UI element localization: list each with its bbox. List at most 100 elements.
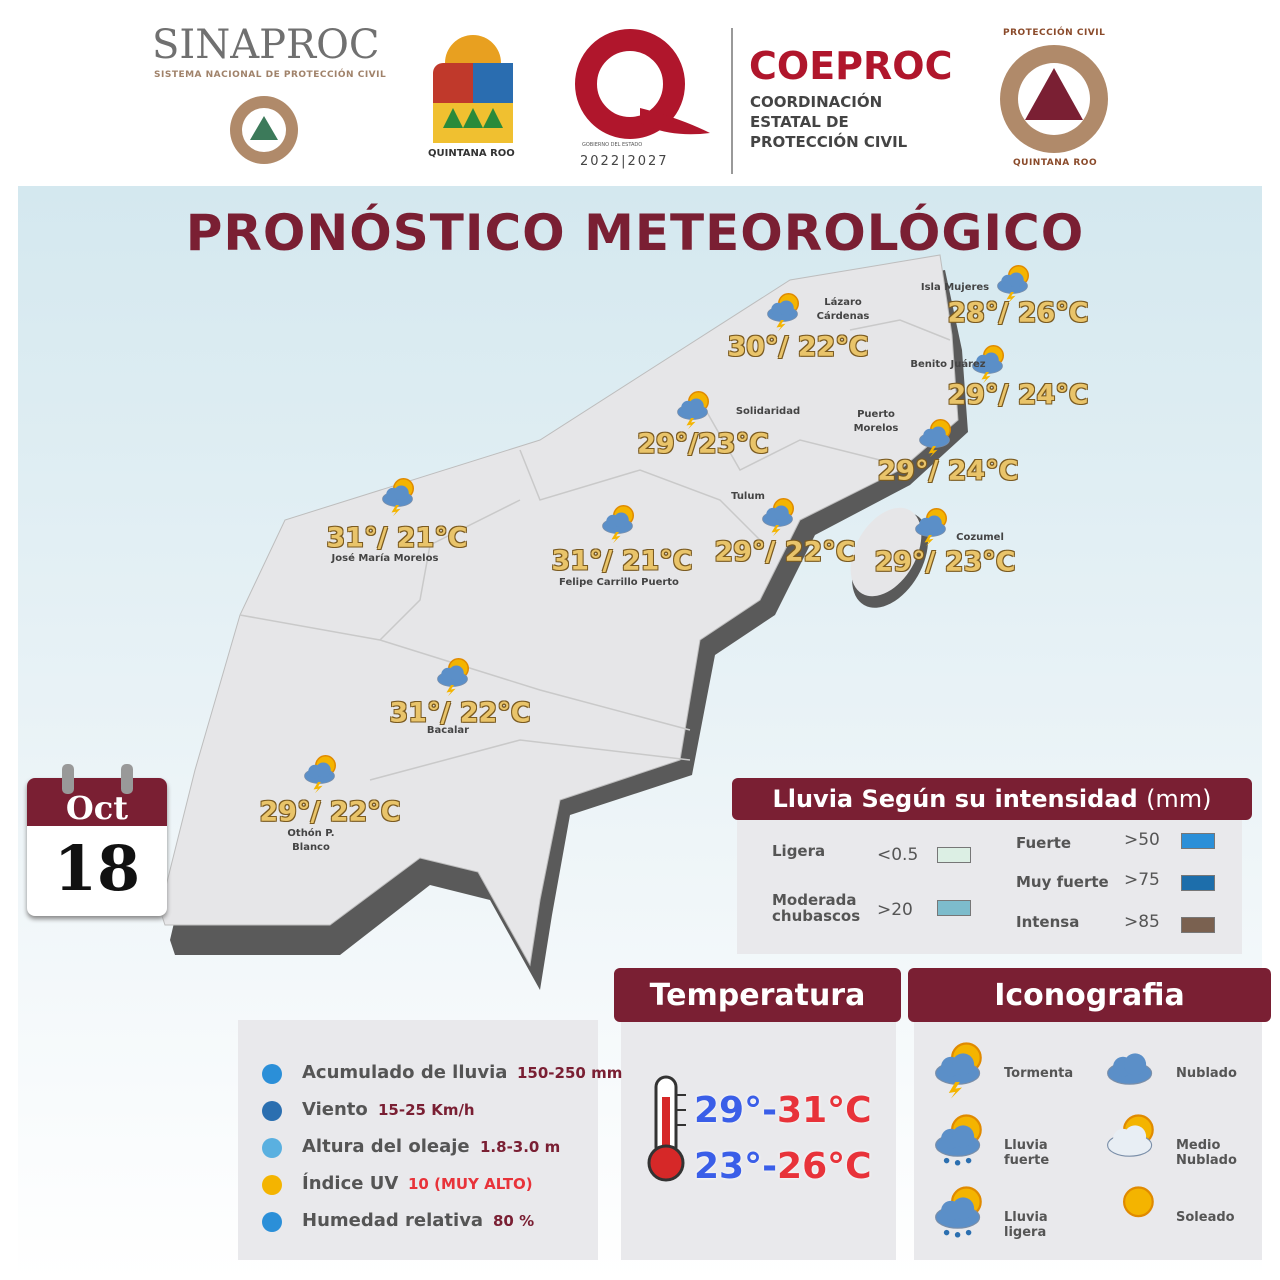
municipality-name: Felipe Carrillo Puerto: [559, 577, 679, 588]
condition-label: Viento: [302, 1099, 368, 1120]
state-shield: [433, 35, 513, 143]
temperature-high: 31°C: [777, 1090, 872, 1131]
rain-legend-header: Lluvia Según su intensidad (mm): [732, 778, 1252, 820]
iconography-label: Nublado: [1176, 1066, 1237, 1081]
municipality-name: Cozumel: [956, 532, 1004, 543]
rain-intensity-swatch: [1181, 833, 1215, 849]
condition-value: 150-250 mm: [517, 1064, 623, 1082]
weather-icon: [1107, 1053, 1153, 1086]
rain-intensity-swatch: [1181, 917, 1215, 933]
rain-intensity-swatch: [937, 847, 971, 863]
condition-value: 1.8-3.0 m: [480, 1138, 561, 1156]
condition-value: 10 (MUY ALTO): [408, 1175, 533, 1193]
municipality-temperature: 29°/ 22°C: [714, 536, 856, 568]
coeproc-line: COORDINACIÓN: [750, 93, 883, 111]
rain-intensity-label: Muy fuerte: [1016, 873, 1109, 891]
rain-intensity-value: >20: [877, 900, 913, 920]
condition-icon: [262, 1175, 282, 1195]
rain-intensity-value: <0.5: [877, 845, 919, 865]
municipality-temperature: 29°/ 24°C: [877, 455, 1019, 487]
rain-intensity-value: >75: [1124, 870, 1160, 890]
gov-period: 2022|2027: [580, 154, 669, 169]
coeproc-lines: COORDINACIÓN ESTATAL DE PROTECCIÓN CIVIL: [750, 92, 907, 152]
condition-label: Humedad relativa: [302, 1210, 484, 1231]
weather-icon: [996, 264, 1029, 303]
weather-icon: [436, 657, 469, 696]
condition-icon: [262, 1138, 282, 1158]
temperature-high: 26°C: [777, 1146, 872, 1187]
municipality-temperature: 29°/ 23°C: [874, 546, 1016, 578]
weather-icon: [601, 504, 634, 543]
temperature-range: 23°-26°C: [694, 1146, 872, 1187]
weather-icon: [935, 1114, 982, 1166]
municipality-name: Bacalar: [426, 725, 470, 736]
municipality-name: Tulum: [731, 491, 765, 502]
municipality-temperature: 28°/ 26°C: [947, 297, 1089, 329]
municipality-name: Benito Juárez: [910, 359, 986, 370]
municipality-temperature: 31°/ 21°C: [326, 522, 468, 554]
state-name: QUINTANA ROO: [428, 148, 515, 159]
condition-label: Índice UV: [302, 1173, 399, 1194]
municipality-temperature: 29°/ 22°C: [259, 796, 401, 828]
temperature-low: 23°-: [694, 1146, 778, 1187]
rain-legend-unit: (mm): [1146, 785, 1212, 813]
condition-label: Altura del oleaje: [302, 1136, 470, 1157]
rain-legend-panel: [737, 818, 1242, 954]
municipality-temperature: 31°/ 22°C: [389, 697, 531, 729]
weather-icon: [918, 418, 951, 457]
temperature-title: Temperatura: [614, 968, 901, 1022]
rain-intensity-swatch: [1181, 875, 1215, 891]
gov-label: GOBIERNO DEL ESTADO: [582, 142, 643, 148]
municipality-name: Lázaro Cárdenas: [816, 297, 870, 322]
iconography-label: Soleado: [1176, 1210, 1235, 1225]
condition-icon: [262, 1212, 282, 1232]
weather-icon: [303, 754, 336, 793]
weather-icon: [761, 497, 794, 536]
rain-intensity-label: Fuerte: [1016, 834, 1072, 852]
logo-emblem: [230, 96, 298, 164]
title: PRONÓSTICO METEOROLÓGICO: [185, 204, 1085, 262]
weather-icon: [766, 292, 799, 331]
ring: [62, 764, 74, 794]
weather-icon: [935, 1186, 982, 1238]
iconography-label: Lluvia fuerte: [1004, 1138, 1050, 1168]
weather-icon: [1107, 1114, 1154, 1158]
weather-icon: [381, 477, 414, 516]
rain-intensity-label: Moderada chubascos: [772, 891, 861, 925]
municipality-temperature: 31°/ 21°C: [551, 545, 693, 577]
separator: [731, 28, 733, 174]
municipality-name: Puerto Morelos: [853, 409, 899, 434]
condition-label: Acumulado de lluvia: [302, 1062, 508, 1083]
weather-icon: [914, 507, 947, 546]
rain-intensity-label: Intensa: [1016, 913, 1080, 931]
thermometer: [647, 1075, 686, 1182]
gov-logo: [575, 29, 710, 139]
calendar: Oct 18: [27, 778, 167, 916]
municipality-name: Isla Mujeres: [920, 282, 990, 293]
iconography-label: Lluvia ligera: [1004, 1210, 1048, 1240]
rain-intensity-swatch: [937, 900, 971, 916]
calendar-month: Oct: [27, 778, 167, 827]
rain-legend-title: Lluvia Según su intensidad: [772, 785, 1138, 813]
rain-intensity-label: Ligera: [772, 842, 826, 860]
logo-subtitle: SISTEMA NACIONAL DE PROTECCIÓN CIVIL: [154, 70, 387, 80]
condition-value: 15-25 Km/h: [378, 1101, 475, 1119]
condition-icon: [262, 1064, 282, 1084]
coeproc-line: ESTATAL DE: [750, 113, 849, 131]
weather-icon: [935, 1042, 982, 1099]
municipality-name: José María Morelos: [331, 553, 439, 564]
municipality-name: Solidaridad: [735, 406, 801, 417]
weather-icon: [676, 390, 709, 429]
pc-bottom: QUINTANA ROO: [1013, 158, 1098, 168]
iconography-title: Iconografia: [908, 968, 1271, 1022]
rain-intensity-value: >85: [1124, 912, 1160, 932]
condition-value: 80 %: [493, 1212, 535, 1230]
municipality-temperature: 29°/ 24°C: [947, 379, 1089, 411]
temperature-range: 29°-31°C: [694, 1090, 872, 1131]
municipality-name: Othón P. Blanco: [287, 828, 335, 853]
iconography-label: Tormenta: [1004, 1066, 1074, 1081]
weather-icon: [971, 344, 1004, 383]
logo-text: SINAPROC: [152, 22, 380, 68]
weather-icon: [1123, 1186, 1154, 1218]
